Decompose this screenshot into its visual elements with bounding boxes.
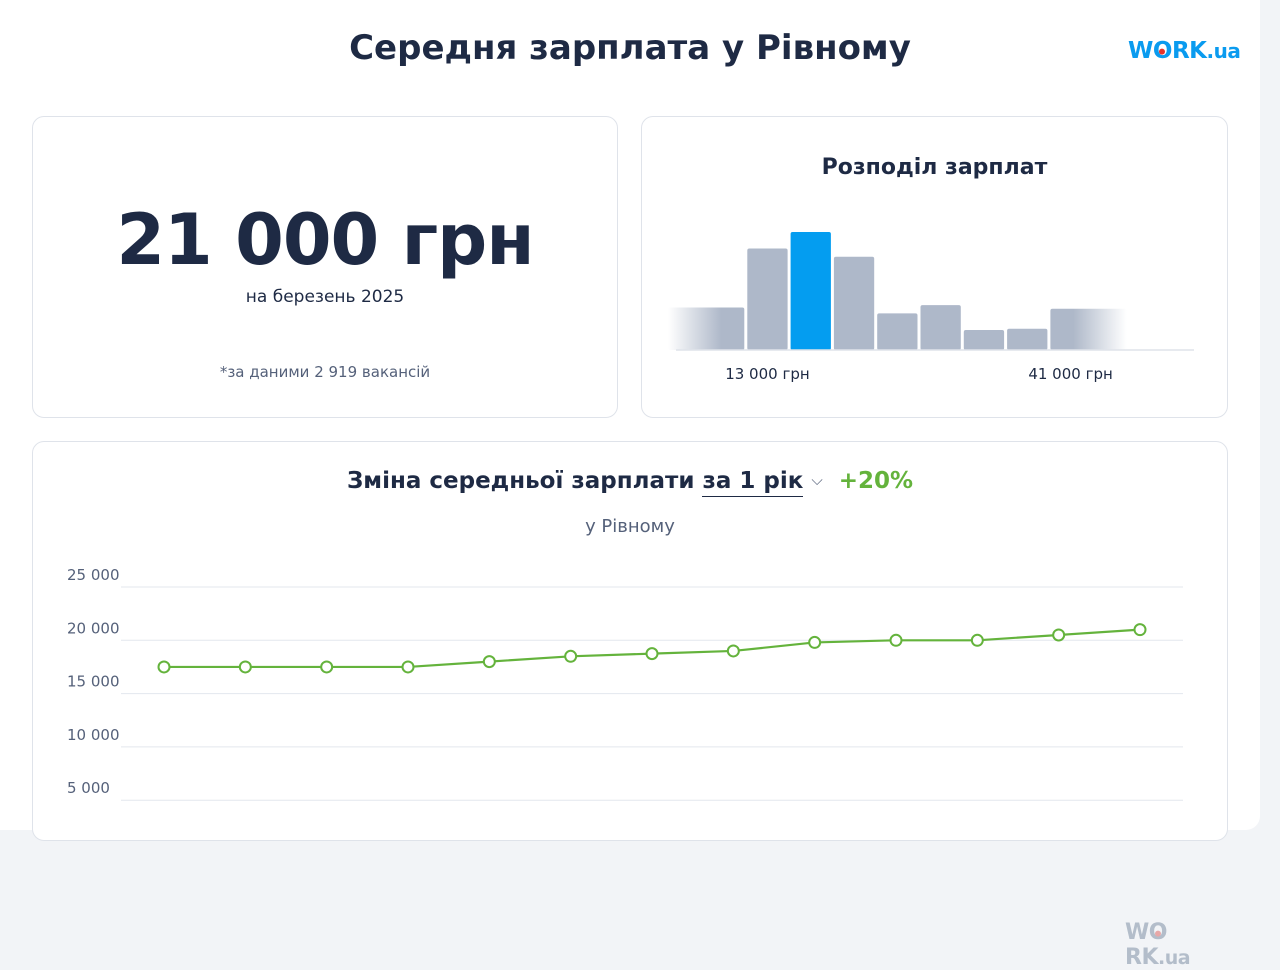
trend-data-point[interactable] <box>1052 628 1066 642</box>
distribution-histogram: 13 000 грн 41 000 грн <box>668 232 1194 383</box>
trend-data-point[interactable] <box>157 660 171 674</box>
y-axis-tick-label: 15 000 <box>67 673 120 691</box>
trend-data-point[interactable] <box>889 633 903 647</box>
trend-data-point[interactable] <box>238 660 252 674</box>
trend-data-point[interactable] <box>726 644 740 658</box>
y-axis-tick-label: 20 000 <box>67 619 120 637</box>
salary-trend-card: Зміна середньої зарплати за 1 рік ⌵ +20% … <box>32 441 1228 970</box>
trend-change: +20% <box>838 468 914 494</box>
trend-data-point[interactable] <box>320 660 334 674</box>
trend-data-point[interactable] <box>970 633 984 647</box>
average-salary-card: 21 000 грн на березень 2025 *за даними 2… <box>32 116 618 418</box>
salary-trend-line-chart: 25 000 20 000 15 000 10 000 5 000 <box>67 566 1183 801</box>
histogram-bar <box>920 305 961 350</box>
trend-subtitle: у Рівному <box>585 516 675 537</box>
trend-data-point[interactable] <box>564 649 578 663</box>
work-ua-watermark-logo: WORK.ua <box>1125 920 1191 970</box>
logo-letters: RK <box>1171 38 1207 64</box>
y-axis-tick-label: 5 000 <box>67 779 110 797</box>
trend-data-point[interactable] <box>1133 623 1147 637</box>
trend-data-point[interactable] <box>401 660 415 674</box>
y-axis-tick-label: 25 000 <box>67 566 120 584</box>
trend-data-point[interactable] <box>482 655 496 669</box>
histogram-bar <box>963 329 1005 350</box>
logo-o-letter: O <box>1153 38 1173 64</box>
histogram-bar <box>1007 328 1048 350</box>
histogram-bar <box>877 313 918 350</box>
logo-letter: W <box>1128 38 1153 64</box>
chevron-down-icon[interactable]: ⌵ <box>811 471 823 489</box>
logo-suffix: .ua <box>1206 39 1241 63</box>
histogram-tick-label: 41 000 грн <box>1028 365 1112 383</box>
trend-title: Зміна середньої зарплати <box>346 468 695 494</box>
salary-period: на березень 2025 <box>245 287 405 307</box>
distribution-title: Розподіл зарплат <box>821 155 1048 180</box>
histogram-bar <box>833 256 875 350</box>
salary-distribution-card: Розподіл зарплат 13 000 грн 41 000 грн <box>641 116 1228 418</box>
logo-dot <box>1159 48 1166 55</box>
y-axis-tick-label: 10 000 <box>67 726 120 744</box>
page-title: Середня зарплата у Рівному <box>349 28 911 68</box>
work-ua-logo[interactable]: WORK.ua <box>1128 38 1241 64</box>
histogram-tick-label: 13 000 грн <box>725 365 809 383</box>
histogram-bar <box>747 248 788 350</box>
trend-data-point[interactable] <box>808 635 822 649</box>
trend-data-point[interactable] <box>645 647 659 661</box>
average-salary-value: 21 000 грн <box>116 199 534 281</box>
vacancies-note: *за даними 2 919 вакансій <box>219 363 431 381</box>
histogram-bar <box>668 307 745 350</box>
histogram-bar-highlight <box>790 232 831 350</box>
histogram-bar <box>1050 308 1127 350</box>
period-dropdown[interactable]: за 1 рік <box>702 468 804 497</box>
trend-header: Зміна середньої зарплати за 1 рік ⌵ +20% <box>33 468 1227 497</box>
